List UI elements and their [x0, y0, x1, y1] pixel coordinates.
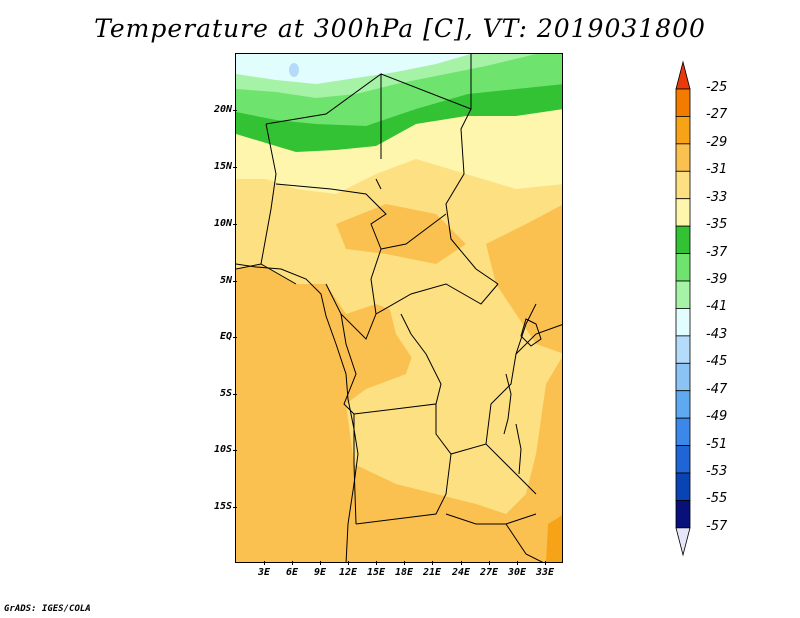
- lat-label-10n: 10N: [213, 218, 232, 229]
- band-minus31-central: [386, 279, 486, 374]
- temperature-field: [236, 54, 562, 562]
- band-minus29-west: [236, 264, 562, 562]
- map-panel: [235, 53, 563, 563]
- colorbar-level-label: -55: [706, 491, 728, 507]
- lon-label-21e: 21E: [422, 567, 442, 578]
- lon-tick: [461, 561, 462, 565]
- colorbar-level-label: -39: [706, 272, 728, 287]
- lat-label-20n: 20N: [213, 104, 232, 115]
- lon-label-33e: 33E: [535, 567, 555, 578]
- colorbar-level-label: -51: [706, 436, 728, 452]
- lat-tick: [233, 337, 237, 338]
- colorbar-swatch: [675, 170, 691, 200]
- lon-tick: [320, 561, 321, 565]
- lon-label-3e: 3E: [257, 567, 271, 578]
- lon-tick: [432, 561, 433, 565]
- credit-text: GrADS: IGES/COLA: [4, 604, 91, 614]
- colorbar-level-label: -49: [706, 409, 728, 425]
- band-minus29-east: [486, 205, 562, 354]
- lat-tick: [233, 507, 237, 508]
- colorbar-level-label: -53: [706, 464, 728, 480]
- lakes: [375, 178, 542, 475]
- lon-label-15e: 15E: [366, 567, 386, 578]
- band-minus31-interior: [356, 384, 516, 494]
- colorbar-swatch: [675, 253, 691, 282]
- colorbar-swatch: [675, 116, 691, 145]
- colorbar-level-label: -37: [706, 244, 728, 260]
- colorbar-swatch: [675, 472, 691, 501]
- lon-tick: [264, 561, 265, 565]
- colorbar-swatch: [675, 280, 691, 309]
- map-title: Temperature at 300hPa [C], VT: 201903180…: [94, 14, 706, 43]
- lat-label-5s: 5S: [219, 388, 232, 399]
- lat-tick: [233, 281, 237, 282]
- colorbar-level-label: -31: [706, 162, 728, 178]
- lon-label-30e: 30E: [507, 567, 527, 578]
- lon-label-27e: 27E: [479, 567, 499, 578]
- colorbar-level-label: -47: [706, 381, 728, 397]
- lat-tick: [233, 394, 237, 395]
- lon-label-18e: 18E: [394, 567, 414, 578]
- lon-tick: [348, 561, 349, 565]
- colorbar-level-label: -43: [706, 326, 728, 342]
- colorbar-level-label: -35: [706, 217, 728, 233]
- lon-label-9e: 9E: [313, 567, 327, 578]
- lat-tick: [233, 224, 237, 225]
- band-minus43-spot: [289, 63, 299, 77]
- coastline: [236, 263, 359, 562]
- lat-label-15n: 15N: [213, 161, 232, 172]
- lat-label-15s: 15S: [213, 501, 232, 512]
- colorbar-swatch: [675, 445, 691, 474]
- lon-tick: [376, 561, 377, 565]
- colorbar-swatch: [675, 390, 691, 419]
- lat-tick: [233, 110, 237, 111]
- colorbar-swatch: [675, 225, 691, 254]
- lon-tick: [292, 561, 293, 565]
- lat-tick: [233, 167, 237, 168]
- colorbar-top-arrow: [675, 60, 691, 90]
- colorbar-level-label: -33: [706, 189, 728, 205]
- band-minus29-north: [336, 204, 466, 264]
- lat-tick: [233, 450, 237, 451]
- country-borders: [236, 54, 562, 562]
- colorbar-swatch: [675, 198, 691, 227]
- lon-tick: [404, 561, 405, 565]
- colorbar-bottom-arrow: [675, 527, 691, 557]
- colorbar-level-label: -41: [706, 299, 728, 315]
- colorbar-level-label: -25: [706, 80, 728, 95]
- lon-tick: [489, 561, 490, 565]
- colorbar-swatch: [675, 500, 691, 529]
- colorbar-level-label: -27: [706, 107, 728, 123]
- lon-label-6e: 6E: [285, 567, 299, 578]
- colorbar-swatch: [675, 88, 691, 117]
- colorbar-swatch: [675, 143, 691, 172]
- colorbar-swatch: [675, 417, 691, 446]
- colorbar-swatch: [675, 308, 691, 337]
- colorbar-swatch: [675, 362, 691, 392]
- lat-label-10s: 10S: [213, 444, 232, 455]
- colorbar-level-label: -57: [706, 518, 728, 534]
- colorbar-level-label: -45: [706, 354, 728, 370]
- lat-label-eq: EQ: [219, 331, 232, 342]
- lon-tick: [545, 561, 546, 565]
- lat-label-5n: 5N: [219, 275, 232, 286]
- lon-label-12e: 12E: [338, 567, 358, 578]
- lon-label-24e: 24E: [451, 567, 471, 578]
- band-minus27: [546, 515, 562, 562]
- lon-tick: [517, 561, 518, 565]
- colorbar-swatch: [675, 335, 691, 364]
- colorbar-level-label: -29: [706, 134, 728, 150]
